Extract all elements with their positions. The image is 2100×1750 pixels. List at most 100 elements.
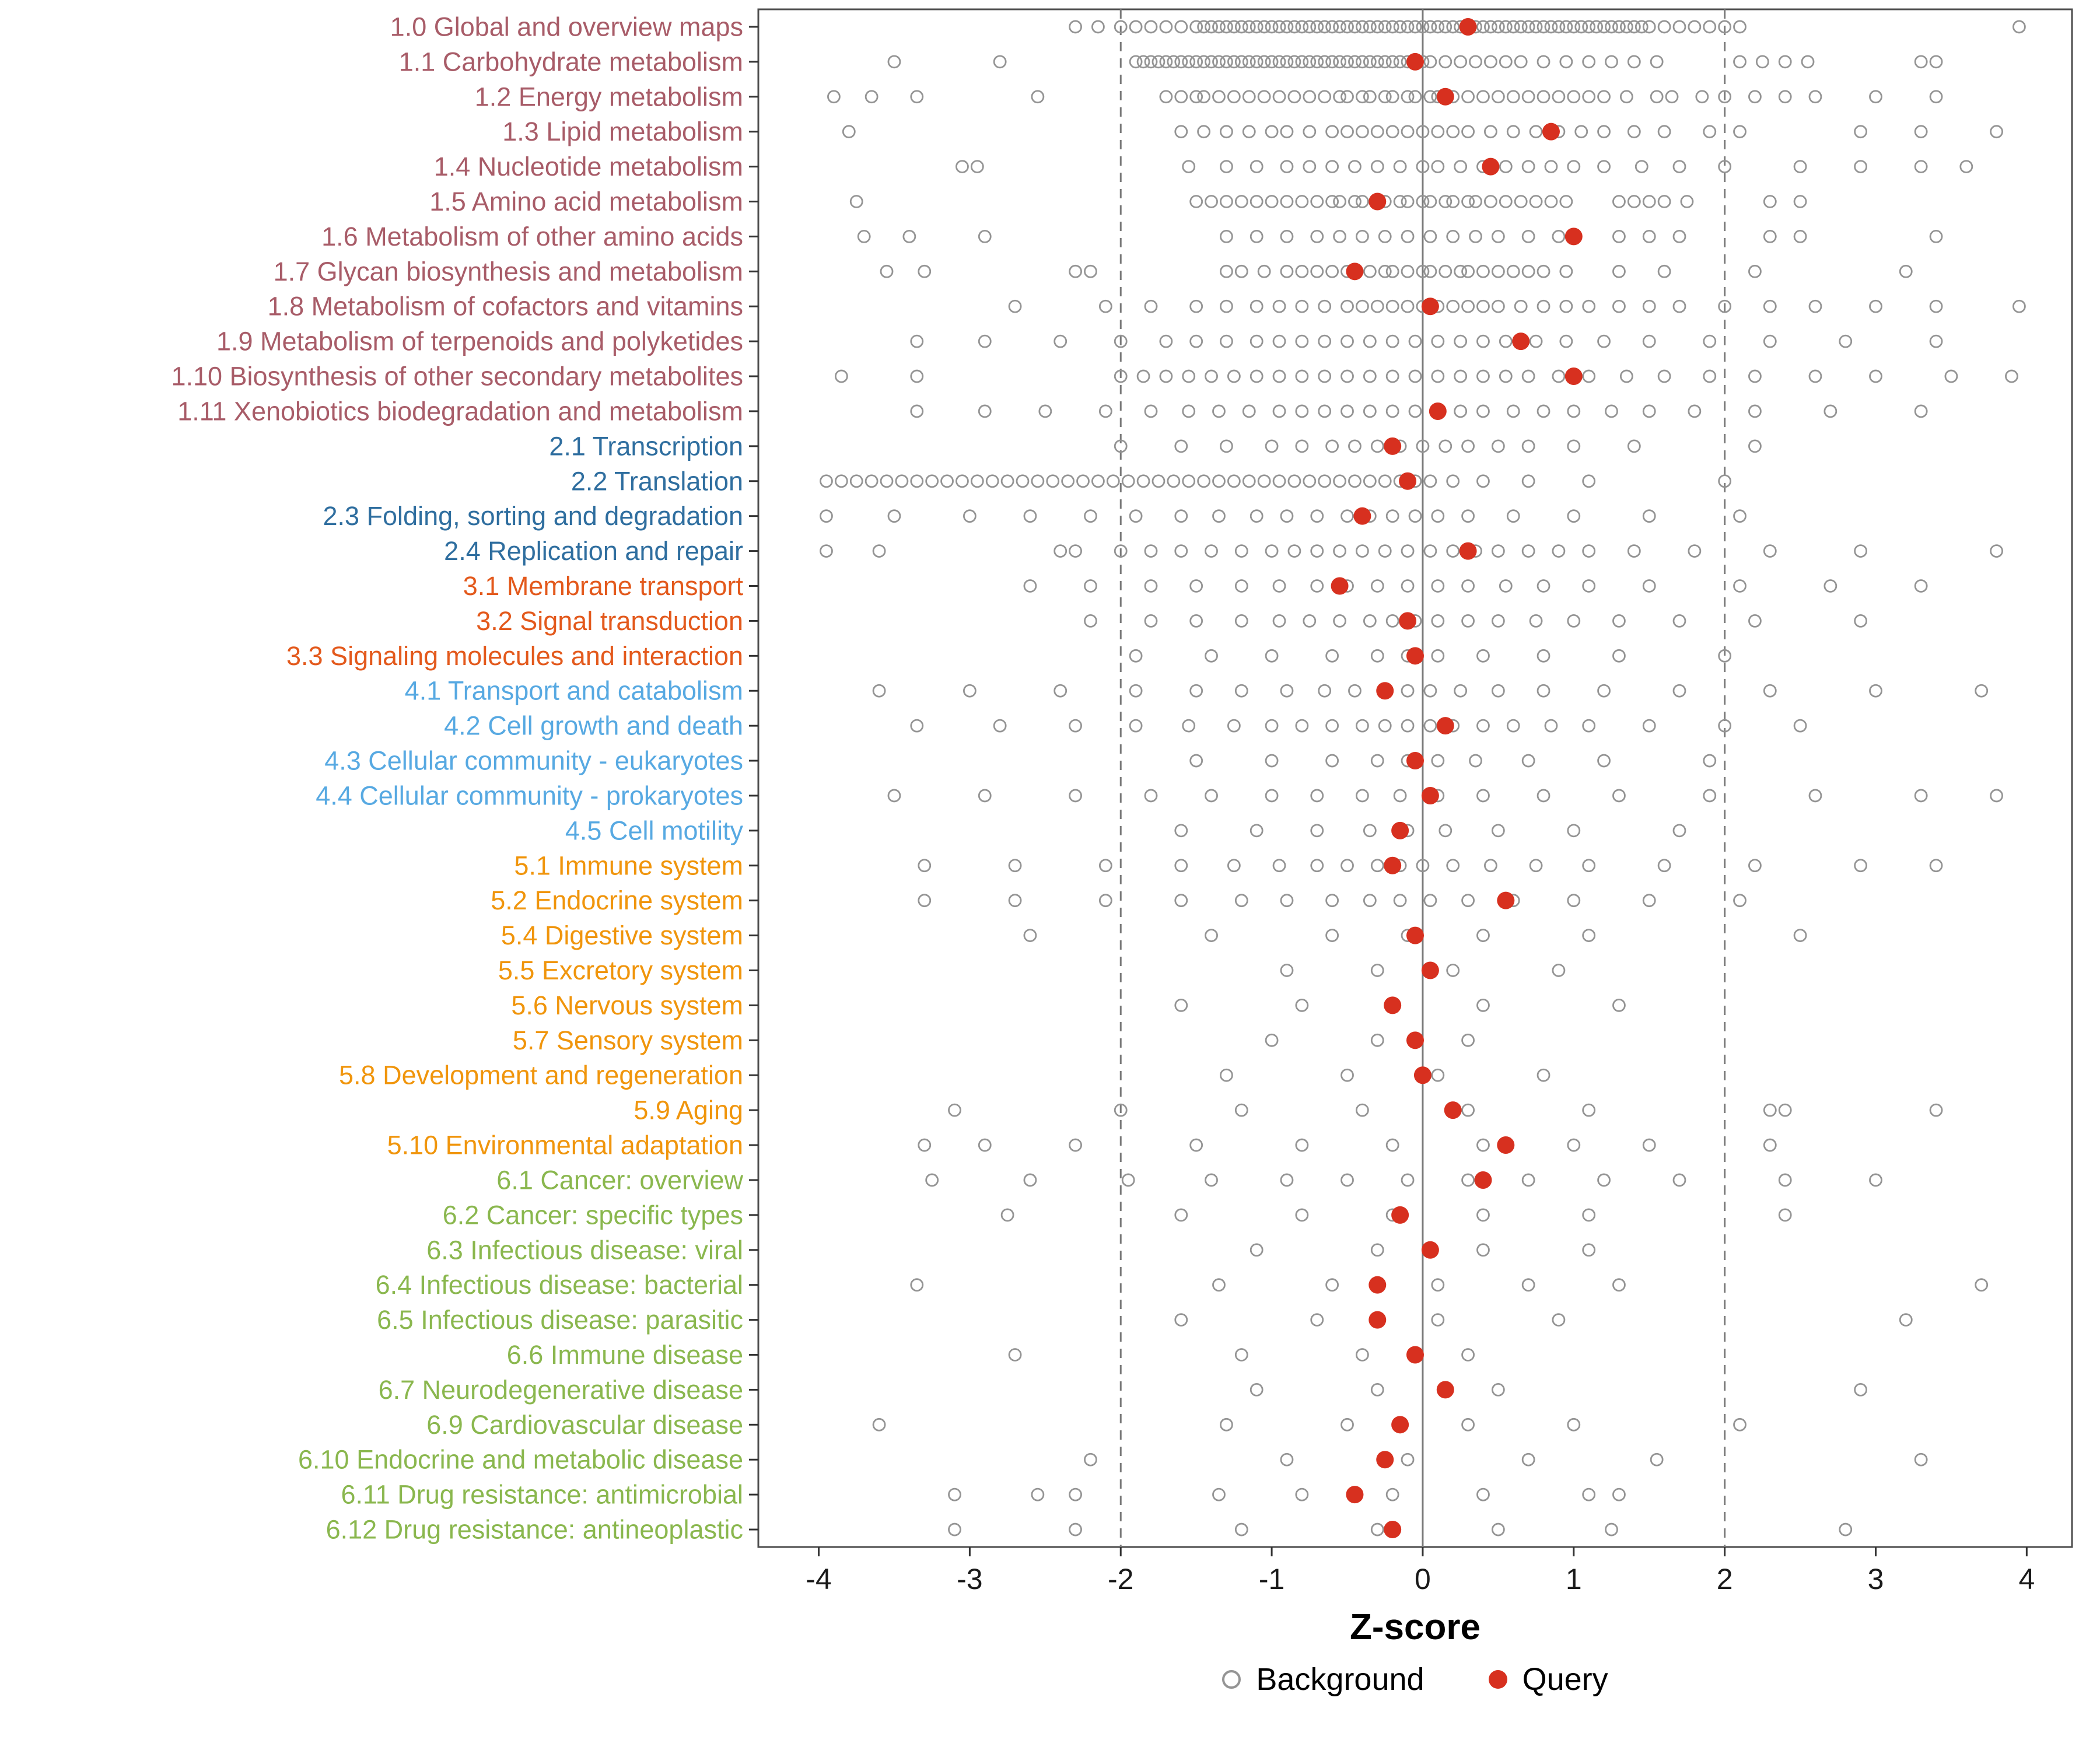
y-axis-label: 3.3 Signaling molecules and interaction — [286, 641, 743, 671]
background-point — [1431, 1068, 1445, 1082]
background-point — [1491, 1522, 1505, 1536]
background-point — [1854, 614, 1868, 628]
background-point — [1461, 1173, 1475, 1187]
background-point — [1529, 20, 1543, 34]
background-point — [1634, 160, 1648, 173]
background-point — [1234, 20, 1248, 34]
background-point — [1446, 859, 1460, 873]
background-point — [1234, 579, 1248, 593]
background-point — [1718, 474, 1732, 488]
background-point — [1975, 1278, 1989, 1292]
background-point — [1763, 299, 1777, 313]
background-point — [1642, 20, 1656, 34]
background-point — [1393, 20, 1407, 34]
background-point — [1220, 1418, 1233, 1432]
background-point — [1220, 125, 1233, 139]
y-axis-label: 1.1 Carbohydrate metabolism — [399, 47, 743, 76]
background-point — [1491, 90, 1505, 104]
background-point — [993, 719, 1007, 733]
background-point — [1325, 160, 1339, 173]
background-point — [1280, 894, 1294, 908]
query-point — [1368, 1276, 1387, 1294]
background-point — [1801, 55, 1815, 69]
background-point — [1506, 125, 1520, 139]
background-point — [1869, 1173, 1882, 1187]
background-point — [1491, 614, 1505, 628]
background-point — [1348, 20, 1362, 34]
background-point — [1220, 1068, 1233, 1082]
background-point — [1733, 894, 1746, 908]
background-point — [1174, 894, 1188, 908]
background-point — [1484, 195, 1497, 208]
background-point — [1454, 684, 1468, 698]
background-point — [1401, 125, 1415, 139]
background-point — [1454, 160, 1468, 173]
background-point — [1612, 1488, 1626, 1502]
background-point — [1559, 20, 1573, 34]
background-point — [1265, 719, 1279, 733]
background-point — [1491, 1383, 1505, 1396]
background-point — [1370, 1383, 1384, 1396]
y-axis-label: 6.3 Infectious disease: viral — [426, 1235, 743, 1265]
query-point — [1482, 158, 1500, 176]
y-axis-label: 2.1 Transcription — [549, 431, 743, 461]
background-point — [1529, 195, 1543, 208]
background-point — [948, 1103, 961, 1117]
background-point — [1914, 789, 1928, 803]
background-point — [1536, 684, 1550, 698]
background-point — [1431, 649, 1445, 663]
background-point — [1793, 195, 1807, 208]
background-point — [849, 195, 863, 208]
background-point — [1008, 859, 1022, 873]
background-point — [1265, 195, 1279, 208]
background-point — [1242, 474, 1256, 488]
background-point — [1642, 579, 1656, 593]
background-point — [1257, 264, 1271, 278]
background-point — [1363, 20, 1377, 34]
background-point — [1189, 55, 1203, 69]
background-point — [1476, 299, 1490, 313]
panel — [757, 8, 2073, 1548]
background-point — [1582, 859, 1596, 873]
background-point — [1672, 299, 1686, 313]
background-point — [1552, 90, 1566, 104]
query-point — [1444, 1101, 1462, 1119]
query-point — [1421, 786, 1439, 804]
background-point — [1484, 859, 1497, 873]
background-point — [1234, 1348, 1248, 1362]
y-axis-label: 5.9 Aging — [634, 1096, 743, 1125]
background-point — [1363, 90, 1377, 104]
background-point — [1521, 369, 1535, 383]
background-point — [1438, 195, 1452, 208]
y-axis-label: 1.9 Metabolism of terpenoids and polyket… — [216, 327, 743, 356]
background-point — [1318, 334, 1332, 348]
background-point — [1159, 334, 1173, 348]
background-point — [1605, 1522, 1618, 1536]
background-point — [1234, 894, 1248, 908]
background-point — [1990, 125, 2003, 139]
background-point — [872, 544, 886, 558]
background-point — [1272, 614, 1286, 628]
background-point — [1506, 719, 1520, 733]
background-point — [1370, 125, 1384, 139]
y-axis-label: 1.3 Lipid metabolism — [502, 117, 743, 146]
background-point — [1665, 90, 1679, 104]
background-point — [820, 509, 833, 523]
background-point — [1054, 334, 1068, 348]
background-point — [1144, 55, 1158, 69]
background-point — [1401, 230, 1415, 243]
background-point — [956, 160, 969, 173]
background-point — [1605, 404, 1618, 418]
background-point — [1257, 474, 1271, 488]
background-point — [1642, 894, 1656, 908]
background-point — [1733, 1418, 1746, 1432]
background-point — [1295, 264, 1309, 278]
background-point — [1197, 90, 1211, 104]
background-point — [1174, 544, 1188, 558]
background-point — [1129, 55, 1143, 69]
background-point — [1000, 474, 1014, 488]
query-point — [1406, 647, 1424, 665]
background-point — [820, 474, 833, 488]
y-axis-label: 5.7 Sensory system — [513, 1026, 743, 1055]
